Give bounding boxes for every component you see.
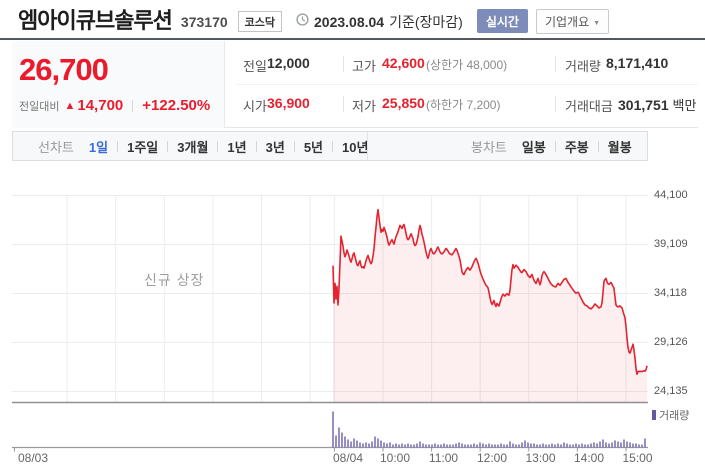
chart-period-tab[interactable]: 일봉 [521,139,546,155]
candle-chart-tabs: 봉차트 일봉 주봉 월봉 [471,132,632,160]
candle-chart-caption: 봉차트 [471,139,507,155]
y-axis-tick-label: 24,135 [654,385,688,397]
chart-period-tab[interactable]: 5년 [303,139,324,155]
up-arrow-icon: ▲ [64,99,76,112]
tab-divider [255,140,257,152]
candle-tab-list: 일봉 주봉 월봉 [522,137,632,156]
market-badge: 코스닥 [237,11,283,32]
tab-divider [597,140,599,152]
stock-name: 엠아이큐브솔루션 [18,8,173,33]
prev-close-label: 전일 [243,59,267,74]
tab-divider [332,140,334,152]
chart-period-tab[interactable]: 10년 [342,139,369,155]
price-chart: 신규 상장 거래량 44,100 39,109 34,118 29,126 24,135… [0,170,705,470]
tabbar-divider [367,132,368,160]
chart-svg [12,195,648,452]
volume-legend-icon [652,410,656,420]
change-value: 14,700 [77,97,124,114]
line-tab-list: 1일 1주일 3개월 1년 3년 5년 10년 [89,137,369,156]
quote-date: 2023.08.04 [314,13,385,30]
current-price-panel: 26,700 전일대비 ▲ 14,700 +122.50% [12,41,225,128]
amount-unit: 백만 [672,98,697,113]
tab-divider [554,140,556,152]
price-change-row: 전일대비 ▲ 14,700 +122.50% [19,97,210,114]
tab-divider [167,140,169,152]
company-overview-button[interactable]: 기업개요 ▼ [535,8,610,34]
chart-period-tab[interactable]: 주봉 [564,139,589,155]
line-chart-caption: 선차트 [38,139,74,155]
chart-annotation: 신규 상장 [144,272,205,288]
x-axis-tick-label: 15:00 [622,451,653,465]
x-axis-tick-label: 08/04 [332,451,364,465]
change-label: 전일대비 [19,100,60,113]
header-divider [0,38,705,40]
x-axis-tick-label: 12:00 [476,451,508,465]
chart-period-tab[interactable]: 3개월 [177,139,209,155]
price-summary-panel: 26,700 전일대비 ▲ 14,700 +122.50% 전일 12,000 … [12,41,698,128]
chevron-down-icon: ▼ [593,19,601,27]
column-divider [555,56,556,72]
amount-value: 301,751 백만 [618,97,697,113]
quote-date-suffix: 기준(장마감) [389,13,463,30]
y-axis-tick-label: 44,100 [654,189,688,201]
high-value: 42,600 [382,55,425,71]
header: 엠아이큐브솔루션 373170 코스닥 2023.08.04 기준(장마감) 실… [0,0,705,38]
low-label: 저가 [352,99,376,114]
low-value: 25,850 [382,95,425,111]
lower-limit-note: (하한가 7,200) [426,98,501,112]
x-axis-tick-label: 14:00 [573,451,605,465]
clock-icon [296,13,309,31]
change-divider [132,99,134,112]
x-axis-tick-label: 13:00 [525,451,556,465]
y-axis-tick-label: 29,126 [654,336,688,348]
y-axis-tick-label: 39,109 [654,237,688,250]
table-row-divider [237,84,698,85]
column-divider [555,96,556,112]
realtime-button[interactable]: 실시간 [476,9,528,33]
chart-period-tab[interactable]: 3년 [265,139,285,155]
column-divider [343,56,344,72]
prev-close-value: 12,000 [267,55,310,71]
amount-label: 거래대금 [565,99,613,114]
tab-divider [217,140,219,152]
chart-period-tab[interactable]: 1년 [227,139,247,155]
x-axis-tick-label: 08/03 [17,451,49,465]
chart-period-tab[interactable]: 1주일 [127,139,159,155]
volume-label: 거래량 [565,59,601,74]
upper-limit-note: (상한가 48,000) [426,58,508,72]
open-value: 36,900 [267,95,310,111]
volume-legend: 거래량 [652,407,689,423]
change-percent: +122.50% [142,97,211,114]
volume-value: 8,171,410 [606,55,669,71]
tab-divider [293,140,295,152]
chart-period-tab[interactable]: 1일 [88,139,109,155]
high-label: 고가 [352,59,376,74]
volume-legend-label: 거래량 [659,410,690,422]
current-price: 26,700 [19,52,109,87]
column-divider [343,96,344,112]
stock-code: 373170 [180,14,228,30]
open-label: 시가 [243,99,267,114]
tab-divider [117,140,119,152]
x-axis-tick-label: 11:00 [428,451,459,465]
x-axis-tick-label: 10:00 [379,451,411,465]
chart-period-tabbar: 선차트 1일 1주일 3개월 1년 3년 5년 10년 봉차트 일봉 주봉 월봉 [12,131,648,161]
chart-period-tab[interactable]: 월봉 [607,139,632,155]
y-axis-tick-label: 34,118 [654,286,687,299]
line-chart-tabs: 선차트 1일 1주일 3개월 1년 3년 5년 10년 [38,132,368,160]
